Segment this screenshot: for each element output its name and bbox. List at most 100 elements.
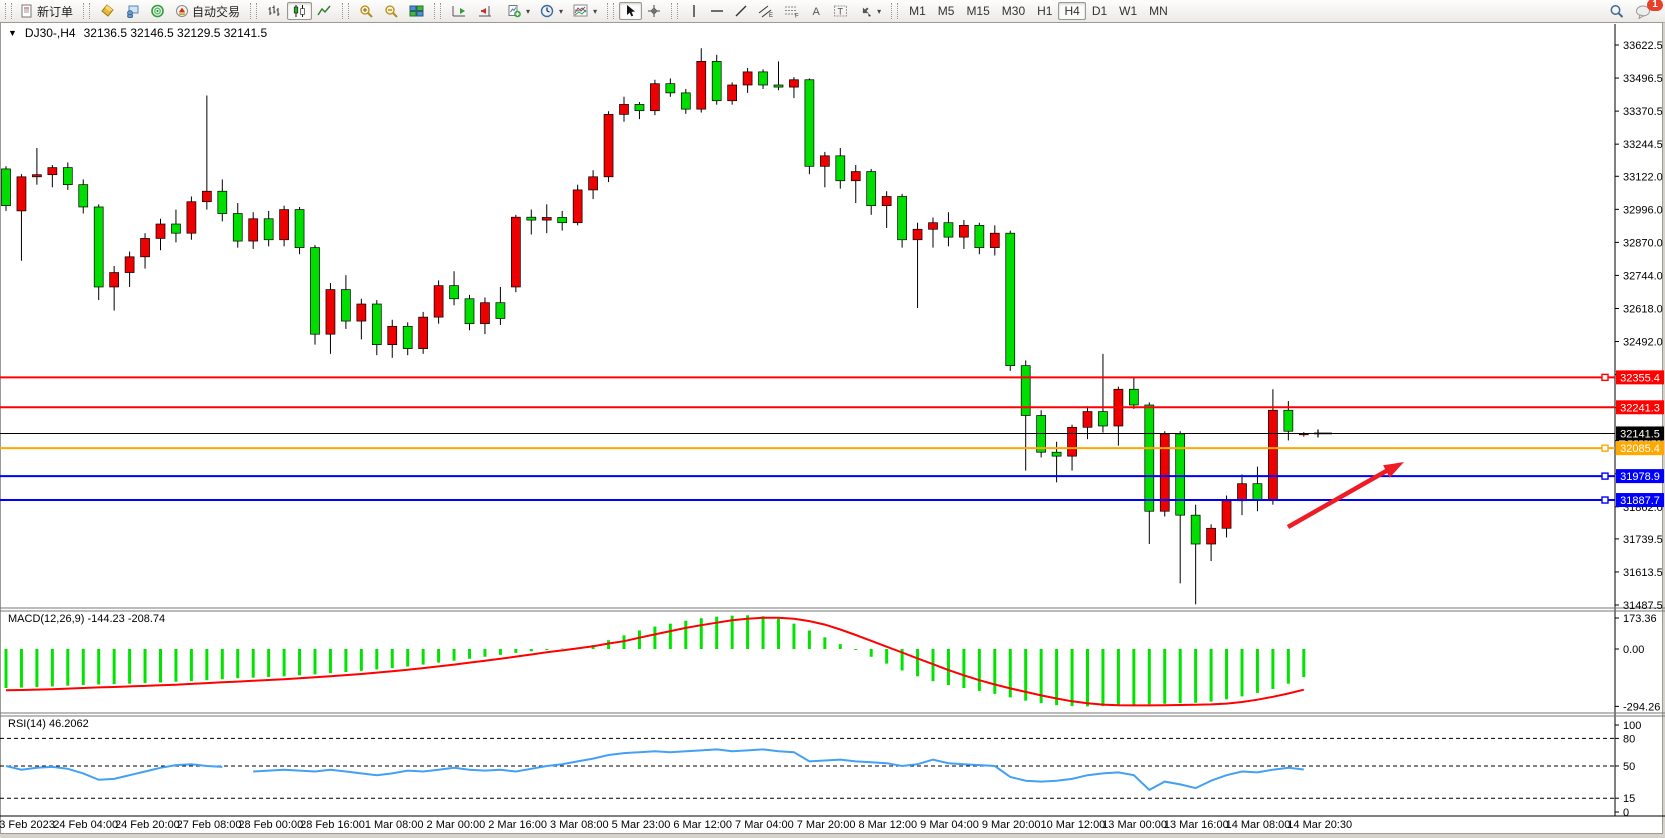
candlestick-chart-button[interactable] — [287, 2, 313, 20]
hline-handle[interactable] — [1601, 373, 1609, 382]
candle[interactable] — [1206, 524, 1216, 562]
candle[interactable] — [603, 111, 614, 183]
auto-scroll-button[interactable] — [446, 2, 472, 20]
candle[interactable] — [232, 203, 243, 248]
toolbar-grip[interactable] — [607, 3, 615, 19]
candle[interactable] — [680, 88, 691, 114]
terminal-button[interactable] — [120, 2, 145, 20]
candle[interactable] — [186, 196, 197, 240]
candle[interactable] — [495, 286, 506, 325]
trend-arrow-annotation[interactable] — [1286, 462, 1404, 529]
candle[interactable] — [974, 222, 985, 255]
candle[interactable] — [1, 166, 11, 211]
charts-profile-button[interactable] — [95, 2, 120, 20]
candle[interactable] — [78, 179, 89, 214]
candle[interactable] — [1005, 230, 1016, 371]
candle[interactable] — [789, 77, 799, 99]
timeframe-button-m15[interactable]: M15 — [966, 4, 990, 18]
toolbar-grip[interactable] — [671, 3, 679, 19]
candle[interactable] — [1190, 504, 1201, 605]
candle[interactable] — [850, 165, 861, 204]
signals-button[interactable] — [145, 2, 170, 20]
candle[interactable] — [959, 220, 969, 249]
candle[interactable] — [387, 319, 398, 358]
candle[interactable] — [325, 283, 336, 354]
equidistant-channel-button[interactable]: E — [753, 2, 779, 20]
candle[interactable] — [402, 322, 413, 356]
candle[interactable] — [310, 245, 320, 345]
candle[interactable] — [835, 147, 846, 189]
candle[interactable] — [47, 165, 58, 188]
toolbar-grip[interactable] — [891, 3, 899, 19]
hline-31978.9[interactable]: 31978.9 — [0, 469, 1664, 484]
candle[interactable] — [418, 311, 428, 354]
candle[interactable] — [572, 184, 583, 226]
candle[interactable] — [371, 300, 382, 356]
toolbar-grip[interactable] — [434, 3, 442, 19]
bar-chart-button[interactable] — [262, 2, 287, 20]
arrows-button[interactable]: ▾ — [853, 2, 886, 20]
candle[interactable] — [1159, 431, 1170, 517]
candle[interactable] — [696, 48, 707, 113]
candle[interactable] — [109, 265, 120, 311]
candle[interactable] — [1144, 402, 1155, 545]
candle[interactable] — [140, 233, 150, 269]
timeframe-button-mn[interactable]: MN — [1149, 4, 1168, 18]
timeframe-button-m1[interactable]: M1 — [909, 4, 926, 18]
candle[interactable] — [449, 271, 459, 306]
candle[interactable] — [356, 298, 367, 340]
candle[interactable] — [294, 206, 305, 255]
candle[interactable] — [16, 174, 27, 261]
timeframe-button-m5[interactable]: M5 — [937, 4, 955, 18]
text-label-button[interactable]: T — [828, 2, 853, 20]
text-button[interactable]: A — [805, 2, 828, 20]
toolbar-grip[interactable] — [5, 3, 12, 19]
candle[interactable] — [619, 96, 629, 122]
candle[interactable] — [665, 78, 676, 97]
candle[interactable] — [1175, 431, 1186, 584]
candle[interactable] — [943, 212, 954, 247]
candle[interactable] — [202, 95, 212, 210]
hline-32241.3[interactable]: 32241.3 — [0, 400, 1664, 415]
candle[interactable] — [912, 222, 923, 308]
search-button[interactable] — [1604, 2, 1630, 20]
candle[interactable] — [897, 193, 907, 248]
candle[interactable] — [711, 54, 722, 105]
candle[interactable] — [279, 205, 289, 247]
chart-canvas[interactable]: 33622.5 33496.5 33370.5 33244.5 33122.0 32996… — [0, 22, 1665, 834]
hline-32355.4[interactable]: 32355.4 — [0, 370, 1664, 385]
chat-button[interactable]: 1 — [1630, 0, 1663, 20]
chart-menu-triangle-icon[interactable]: ▼ — [8, 28, 17, 38]
candle[interactable] — [1098, 353, 1108, 433]
candle[interactable] — [341, 275, 351, 329]
hline-handle[interactable] — [1601, 444, 1609, 452]
timeframe-button-h4[interactable]: H4 — [1058, 2, 1086, 20]
horizontal-line-button[interactable] — [705, 2, 729, 20]
candle[interactable] — [773, 61, 784, 91]
toolbar-grip[interactable] — [250, 3, 258, 19]
line-chart-button[interactable] — [312, 2, 337, 20]
candle[interactable] — [742, 67, 753, 93]
candle[interactable] — [433, 280, 444, 324]
candle[interactable] — [989, 225, 1000, 256]
trendline-button[interactable] — [729, 2, 753, 20]
indicators-button[interactable]: ▾ — [568, 2, 602, 20]
candle[interactable] — [511, 214, 521, 293]
candle[interactable] — [1298, 432, 1309, 437]
candle[interactable] — [1252, 466, 1263, 512]
crosshair-button[interactable] — [642, 2, 666, 20]
hline-31887.7[interactable]: 31887.7 — [0, 493, 1664, 508]
new-order-button[interactable]: 新订单 — [15, 2, 78, 20]
toolbar-grip[interactable] — [83, 3, 91, 19]
candle[interactable] — [263, 210, 274, 247]
chart-shift-button[interactable] — [472, 2, 498, 20]
candle[interactable] — [881, 191, 892, 228]
new-chart-button[interactable]: ▾ — [502, 2, 535, 20]
candle[interactable] — [541, 204, 552, 234]
candle[interactable] — [866, 168, 877, 215]
timeframe-button-w1[interactable]: W1 — [1119, 4, 1138, 18]
cursor-button[interactable] — [619, 2, 643, 20]
candle[interactable] — [1020, 360, 1031, 471]
candle[interactable] — [634, 102, 645, 120]
candle[interactable] — [155, 218, 166, 251]
